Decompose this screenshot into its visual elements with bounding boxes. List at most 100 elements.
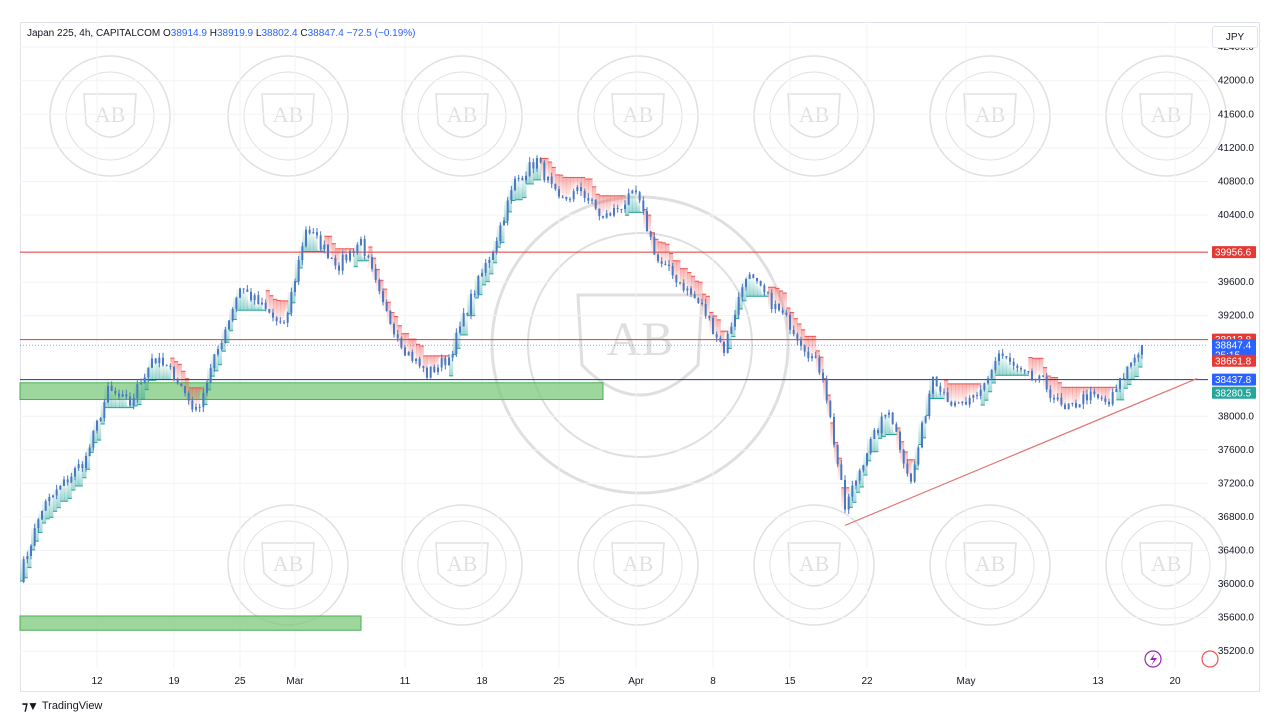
candle-body [943, 391, 945, 393]
time-axis[interactable]: 12 19 25 Mar 11 18 25 Apr 8 15 22 May 13 20 [91, 676, 1181, 687]
candle-body [536, 158, 538, 169]
candle-body [235, 297, 238, 309]
candle-body [657, 254, 659, 262]
bear-band [284, 300, 289, 313]
candle-body [1086, 394, 1088, 401]
candle-body [561, 196, 564, 198]
bear-band [383, 289, 388, 311]
candle-body [393, 324, 395, 335]
bear-band [174, 361, 179, 384]
candle-body [407, 351, 410, 356]
price-tick-label: 35600.0 [1218, 613, 1255, 624]
shield-icon [261, 542, 315, 587]
bear-band [412, 339, 417, 359]
candle-body [492, 252, 494, 260]
bull-band [999, 356, 1004, 376]
time-tick-label: 18 [476, 676, 488, 687]
candle-body [1005, 356, 1008, 358]
candle-body [341, 254, 344, 271]
bear-band [837, 458, 842, 481]
bull-band [892, 431, 897, 435]
bull-band [119, 394, 124, 408]
symbol-name[interactable]: Japan 225, 4h, CAPITALCOM [27, 28, 161, 39]
tradingview-logo[interactable]: ⁊▼ TradingView [22, 699, 102, 713]
price-tick-label: 35200.0 [1218, 646, 1255, 657]
candle-body [818, 357, 821, 373]
candle-body [660, 261, 663, 264]
candle-body [675, 275, 678, 283]
alert-icon[interactable] [1201, 650, 1219, 668]
bear-band [680, 268, 685, 291]
trendline[interactable] [844, 378, 1198, 526]
watermark-ring [753, 55, 875, 177]
watermark-inner-ring [1121, 520, 1211, 610]
candle-body [554, 183, 557, 190]
watermark-logo: AB [577, 55, 699, 177]
candle-body [114, 390, 117, 394]
bear-band [335, 248, 340, 271]
candle-body [642, 200, 645, 212]
candle-body [671, 265, 674, 276]
symbol-header: Japan 225, 4h, CAPITALCOM O38914.9 H3891… [27, 28, 416, 39]
bear-band [610, 195, 615, 208]
bull-band [639, 211, 644, 213]
bull-band [291, 281, 296, 303]
currency-button[interactable]: JPY [1212, 26, 1258, 48]
watermark-ring [753, 504, 875, 626]
candle-body [792, 329, 795, 335]
bull-band [148, 358, 153, 381]
bear-band [1057, 382, 1062, 405]
candle-body [195, 406, 197, 410]
candle-body [664, 263, 667, 265]
candle-body [242, 288, 245, 290]
watermark-inner-ring [769, 71, 859, 161]
bull-band [218, 342, 223, 365]
trendline-line[interactable] [844, 378, 1198, 526]
price-tick-label: 36800.0 [1218, 512, 1255, 523]
bear-band [188, 387, 193, 410]
demand-zone[interactable] [19, 382, 604, 401]
candle-body [495, 240, 498, 253]
bear-band [687, 272, 692, 295]
candle-body [140, 382, 142, 385]
watermark-logo: AB [401, 55, 523, 177]
candle-body [789, 314, 791, 330]
candle-body [66, 479, 69, 483]
horizontal-levels[interactable] [20, 251, 1208, 381]
bull-band [482, 263, 487, 285]
watermark-logo: AB [753, 55, 875, 177]
bull-band [452, 332, 457, 355]
bull-band [298, 246, 303, 269]
watermark-inner-ring [593, 71, 683, 161]
candle-body [811, 356, 813, 359]
demand-zone[interactable] [19, 615, 362, 631]
candle-body [719, 337, 722, 342]
bear-band [441, 355, 446, 366]
bolt-icon[interactable] [1144, 650, 1162, 668]
candle-body [1133, 357, 1136, 363]
bull-band [232, 297, 237, 320]
bull-band [137, 382, 142, 405]
bear-band [907, 459, 912, 482]
time-tick-label: 8 [710, 676, 716, 687]
candle-body [855, 480, 857, 486]
bull-band [1123, 366, 1128, 389]
price-tick-label: 41600.0 [1218, 109, 1255, 120]
candle-body [1034, 379, 1037, 381]
candle-body [506, 200, 509, 221]
bull-band [56, 485, 61, 508]
candle-body [283, 322, 285, 324]
bull-band [1013, 367, 1018, 376]
watermark-ring [929, 55, 1051, 177]
candle-body [998, 353, 1000, 362]
candle-body [261, 302, 263, 305]
price-axis[interactable]: 42400.042000.041600.041200.040800.040400… [1218, 42, 1255, 657]
candle-body [499, 225, 502, 241]
bull-band [364, 257, 369, 261]
candle-body [858, 470, 861, 481]
bull-band [537, 162, 542, 180]
bull-band [738, 287, 743, 309]
bull-band [262, 309, 267, 311]
candle-body [1042, 375, 1044, 377]
